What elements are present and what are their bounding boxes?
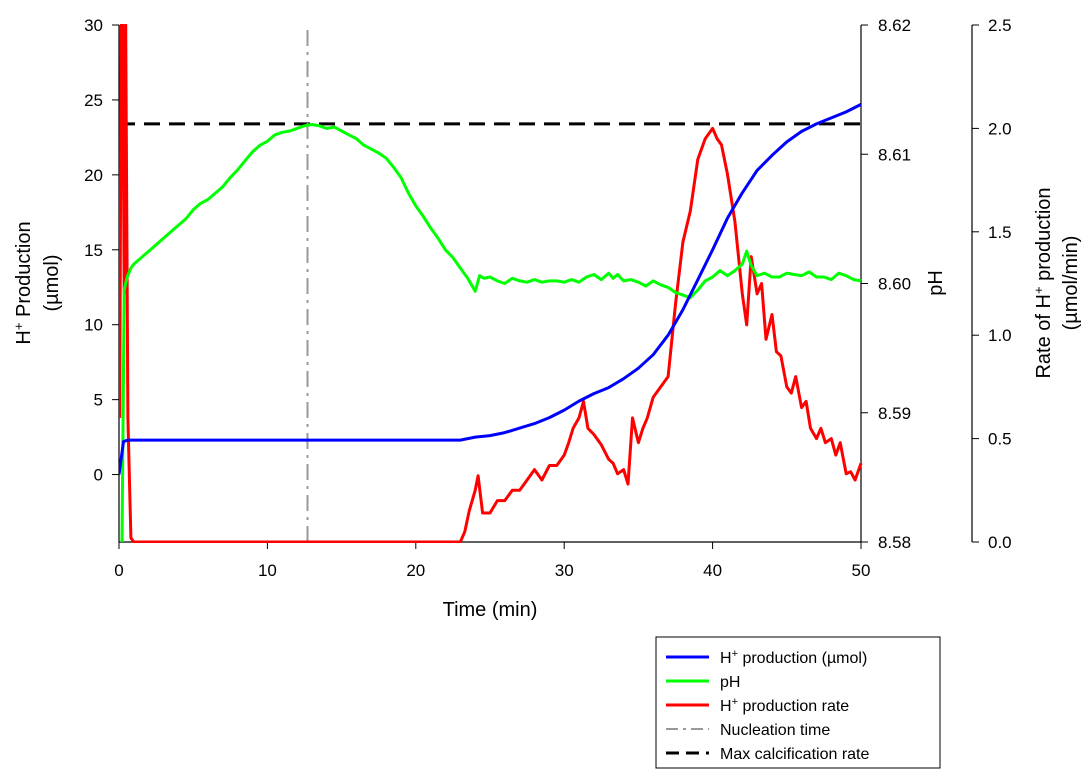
x-tick-label: 40 bbox=[703, 561, 722, 580]
x-axis-label: Time (min) bbox=[443, 599, 538, 621]
series-line-ph bbox=[120, 123, 862, 543]
left-axis-tick-label: 30 bbox=[84, 16, 103, 35]
right-axis-tick-label: 2.5 bbox=[988, 16, 1012, 35]
right-axis-tick-label: 2.0 bbox=[988, 119, 1012, 138]
left-axis-label: H+ Production bbox=[11, 221, 36, 344]
x-tick-label: 30 bbox=[555, 561, 574, 580]
legend: H+ production (µmol) pH H+ production rate… bbox=[655, 636, 941, 769]
right-axis-ticks: 0.0 0.5 1.0 1.5 2.0 2.5 bbox=[972, 16, 1012, 552]
x-axis-ticks: 0 10 20 30 40 50 bbox=[114, 542, 870, 580]
left-axis-ticks: 0 5 10 15 20 25 30 bbox=[84, 16, 119, 485]
legend-box bbox=[655, 636, 941, 769]
middle-axis-tick-label: 8.61 bbox=[878, 145, 911, 164]
right-axis-tick-label: 1.0 bbox=[988, 326, 1012, 345]
left-axis-tick-label: 0 bbox=[94, 466, 103, 485]
right-axis-label-unit: (µmol/min) bbox=[1060, 236, 1082, 331]
middle-axis-tick-label: 8.62 bbox=[878, 16, 911, 35]
x-tick-label: 0 bbox=[114, 561, 123, 580]
left-axis-tick-label: 15 bbox=[84, 241, 103, 260]
middle-axis-tick-label: 8.58 bbox=[878, 533, 911, 552]
left-axis-tick-label: 20 bbox=[84, 166, 103, 185]
right-axis-tick-label: 1.5 bbox=[988, 223, 1012, 242]
left-axis-label-unit: (µmol) bbox=[41, 254, 63, 311]
middle-axis-label: pH bbox=[925, 270, 947, 296]
legend-items: H+ production (µmol) pH H+ production rate… bbox=[666, 648, 869, 763]
series-line-h-rate bbox=[119, 24, 863, 543]
x-tick-label: 10 bbox=[258, 561, 277, 580]
right-axis-tick-label: 0.5 bbox=[988, 430, 1012, 449]
legend-label-h-production: H+ production (µmol) bbox=[720, 648, 867, 667]
middle-axis-ticks: 8.58 8.59 8.60 8.61 8.62 bbox=[861, 16, 911, 552]
legend-label-ph: pH bbox=[720, 674, 740, 691]
series-group bbox=[119, 24, 863, 543]
right-axis-label: Rate of H+ production bbox=[1031, 187, 1056, 378]
legend-label-max-rate: Max calcification rate bbox=[720, 746, 869, 763]
x-tick-label: 50 bbox=[852, 561, 871, 580]
middle-axis-tick-label: 8.59 bbox=[878, 404, 911, 423]
left-axis-tick-label: 25 bbox=[84, 91, 103, 110]
series-layer bbox=[119, 24, 863, 543]
left-axis-tick-label: 10 bbox=[84, 316, 103, 335]
right-axis-tick-label: 0.0 bbox=[988, 533, 1012, 552]
middle-axis-tick-label: 8.60 bbox=[878, 275, 911, 294]
x-tick-label: 20 bbox=[406, 561, 425, 580]
series-line-h-production bbox=[119, 103, 862, 475]
left-axis-tick-label: 5 bbox=[94, 391, 103, 410]
legend-label-nucleation: Nucleation time bbox=[720, 722, 830, 739]
legend-label-h-rate: H+ production rate bbox=[720, 696, 849, 715]
